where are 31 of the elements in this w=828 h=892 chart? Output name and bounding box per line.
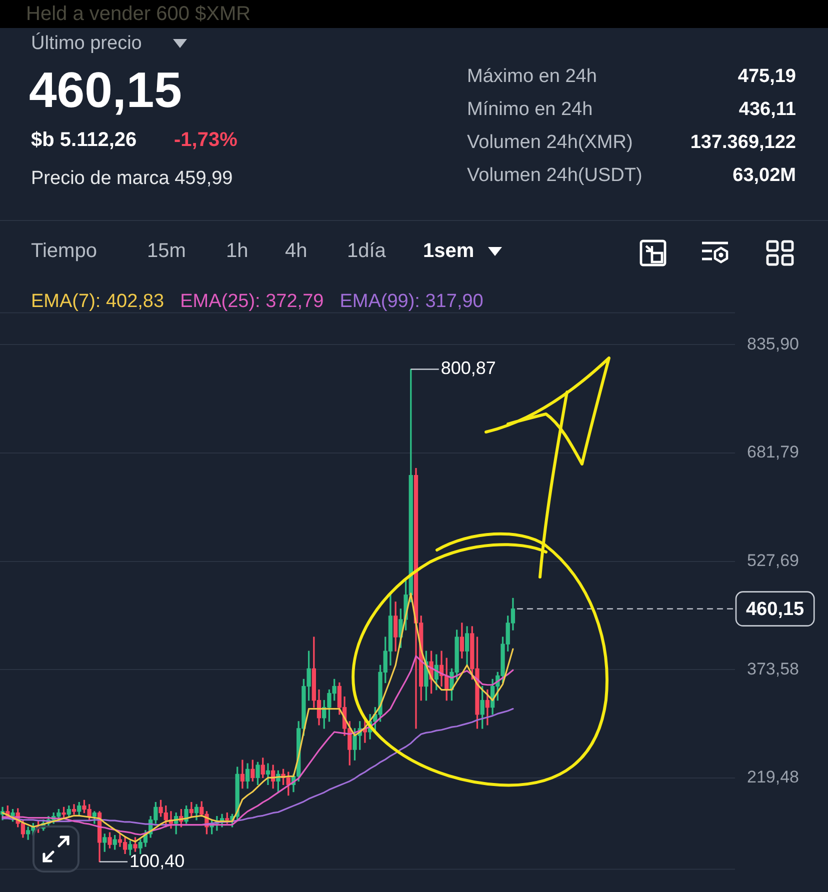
text: 1día <box>347 240 386 263</box>
text: 475,19 <box>738 66 796 88</box>
text: EMA(25): 372,79 <box>180 291 324 313</box>
text: Tiempo <box>31 240 97 263</box>
text: Último precio <box>31 33 142 55</box>
y-tick-label: 219,48 <box>747 768 799 787</box>
text: EMA(7): 402,83 <box>31 291 164 313</box>
text: EMA(99): 317,90 <box>340 291 484 313</box>
y-tick-label: 681,79 <box>747 442 799 462</box>
text: 1h <box>226 240 248 263</box>
y-tick-label: 527,69 <box>747 551 799 570</box>
text: 460,15 <box>29 62 182 120</box>
text: Máximo en 24h <box>467 66 597 88</box>
y-tick-label: 835,90 <box>747 334 799 354</box>
text: 15m <box>147 240 186 263</box>
text: 4h <box>285 240 308 263</box>
text: 63,02M <box>732 165 796 187</box>
annotation: 100,40 <box>130 850 185 871</box>
text: 1sem <box>423 240 474 263</box>
text: -1,73% <box>174 129 238 152</box>
text: Mínimo en 24h <box>467 99 593 121</box>
text: $b 5.112,26 <box>31 129 137 152</box>
text: 137.369,122 <box>690 132 796 154</box>
text: Volumen 24h(USDT) <box>467 165 642 187</box>
chart-title: Held a vender 600 $XMR <box>26 3 251 26</box>
ref-line-label: 460,15 <box>746 599 805 620</box>
text: 436,11 <box>738 99 796 121</box>
y-tick-label: 373,58 <box>747 659 799 678</box>
text: Volumen 24h(XMR) <box>467 132 633 154</box>
text: Precio de marca 459,99 <box>31 168 233 190</box>
annotation: 800,87 <box>440 358 496 378</box>
